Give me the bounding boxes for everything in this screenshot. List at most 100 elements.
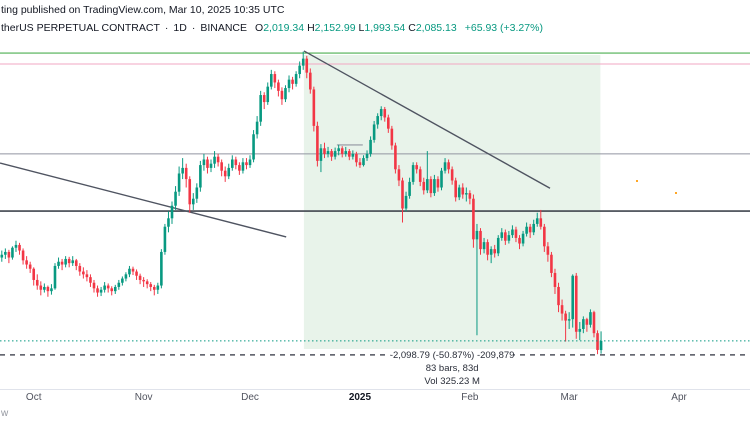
candle-body xyxy=(206,159,209,168)
candle-body xyxy=(539,218,543,227)
candle-body xyxy=(4,251,7,255)
candle-body xyxy=(514,229,518,238)
candle-body xyxy=(344,151,348,154)
candle-body xyxy=(482,242,486,250)
candle-body xyxy=(415,165,418,170)
candle-body xyxy=(145,281,149,285)
candle-body xyxy=(348,151,351,157)
candle-body xyxy=(433,179,436,194)
candle-body xyxy=(418,169,422,182)
candle-body xyxy=(28,264,32,269)
candle-body xyxy=(525,226,528,234)
candle-body xyxy=(564,313,567,321)
candle-body xyxy=(82,271,85,275)
candle-body xyxy=(355,153,358,163)
candle-body xyxy=(599,340,603,351)
trendline[interactable] xyxy=(0,162,287,238)
candle-body xyxy=(177,173,181,192)
candle-body xyxy=(319,148,323,161)
candle-body xyxy=(493,249,496,254)
candle-body xyxy=(571,275,575,320)
candle-body xyxy=(213,156,216,164)
exchange-label: BINANCE xyxy=(200,22,248,34)
candle-body xyxy=(85,274,89,278)
attribution-text: ting published on TradingView.com, Mar 1… xyxy=(1,4,285,16)
candle-body xyxy=(504,232,507,241)
candle-body xyxy=(535,218,539,224)
candle-body xyxy=(309,72,312,90)
candle-body xyxy=(174,191,177,206)
candle-body xyxy=(110,288,114,292)
candle-body xyxy=(447,162,450,170)
candle-body xyxy=(592,312,596,334)
candle-body xyxy=(138,275,142,280)
candle-body xyxy=(369,139,372,154)
candle-body xyxy=(60,261,64,265)
candle-body xyxy=(560,305,564,314)
candle-body xyxy=(181,167,184,174)
candle-body xyxy=(89,277,92,283)
candle-body xyxy=(582,319,585,329)
candle-body xyxy=(301,58,305,66)
candle-body xyxy=(149,284,153,287)
candle-body xyxy=(67,258,71,264)
axis-label-feb: Feb xyxy=(461,392,479,403)
separator-dot: · xyxy=(191,22,196,34)
candle-body xyxy=(25,260,28,265)
candle-body xyxy=(266,86,270,103)
candle-body xyxy=(238,165,241,171)
candle-body xyxy=(404,195,408,209)
interval-label: 1D xyxy=(173,22,187,34)
ohlc-values: O2,019.34 H2,152.99 L1,993.54 C2,085.13 xyxy=(252,22,457,34)
candle-body xyxy=(326,151,330,154)
candle-body xyxy=(351,153,355,157)
candle-body xyxy=(294,74,298,84)
candle-body xyxy=(287,79,291,89)
candle-body xyxy=(472,198,475,240)
candle-body xyxy=(461,187,465,195)
candle-body xyxy=(489,249,493,255)
trendline[interactable] xyxy=(303,50,551,189)
candle-body xyxy=(546,246,550,255)
candle-body xyxy=(113,286,117,292)
candle-body xyxy=(337,148,340,152)
candle-body xyxy=(521,233,525,244)
candle-body xyxy=(18,244,21,251)
candle-body xyxy=(500,232,504,238)
candle-body xyxy=(305,58,309,73)
measure-range-box[interactable] xyxy=(303,55,601,349)
candle-body xyxy=(160,251,163,286)
candle-body xyxy=(567,319,571,321)
candle-body xyxy=(401,180,404,209)
candle-body xyxy=(121,278,124,283)
measure-volume: Vol 325.23 M xyxy=(424,376,480,387)
candle-body xyxy=(156,285,160,290)
candle-body xyxy=(284,88,287,100)
candle-body xyxy=(330,151,333,157)
orange-dot-artifact xyxy=(675,192,677,194)
candle-body xyxy=(106,285,110,289)
candle-body xyxy=(358,162,362,166)
candle-body xyxy=(280,90,284,100)
candle-body xyxy=(486,242,489,255)
candle-body xyxy=(7,251,11,258)
axis-label-mar: Mar xyxy=(560,392,578,403)
candle-body xyxy=(518,237,521,244)
candle-body xyxy=(223,170,227,177)
candle-body xyxy=(14,244,18,248)
candle-body xyxy=(553,272,557,287)
candle-body xyxy=(273,74,277,83)
candle-body xyxy=(220,162,223,171)
candle-body xyxy=(11,247,14,258)
candle-body xyxy=(436,179,440,188)
candle-body xyxy=(479,230,482,250)
candle-body xyxy=(376,116,379,125)
candle-body xyxy=(397,169,401,181)
candle-body xyxy=(323,148,326,154)
candle-body xyxy=(543,226,546,247)
candle-body xyxy=(142,279,145,282)
candle-body xyxy=(103,285,106,290)
time-axis[interactable]: Oct Nov Dec 2025 Feb Mar Apr xyxy=(0,392,750,408)
